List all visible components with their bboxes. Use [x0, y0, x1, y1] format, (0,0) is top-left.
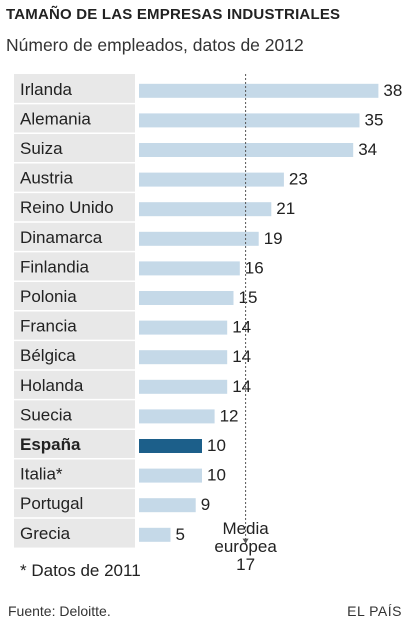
bar: [139, 261, 240, 276]
bar: [139, 83, 379, 98]
brand-logo: EL PAÍS: [347, 603, 402, 619]
bar: [139, 113, 360, 128]
category-label: Holanda: [20, 376, 84, 395]
data-label: 23: [289, 170, 308, 189]
bar: [139, 320, 228, 335]
source-note: Fuente: Deloitte.: [8, 603, 111, 619]
bar: [139, 409, 215, 424]
data-label: 35: [365, 110, 384, 129]
category-label: Suecia: [20, 405, 73, 424]
category-label: Bélgica: [20, 346, 76, 365]
footnote: * Datos de 2011: [20, 561, 141, 580]
category-label: Alemania: [20, 109, 91, 128]
data-label: 16: [245, 258, 264, 277]
category-label: Portugal: [20, 494, 83, 513]
category-label: Finlandia: [20, 257, 90, 276]
reference-label: europea: [214, 537, 277, 556]
data-label: 14: [232, 347, 251, 366]
data-label: 14: [232, 377, 251, 396]
data-label: 9: [201, 495, 210, 514]
bar: [139, 439, 202, 453]
category-label: Irlanda: [20, 80, 73, 99]
reference-arrow: [242, 538, 249, 544]
bar: [139, 379, 228, 394]
bar: [139, 172, 284, 187]
category-label: Dinamarca: [20, 228, 103, 247]
data-label: 38: [383, 81, 402, 100]
category-label: Francia: [20, 317, 77, 336]
bar: [139, 291, 234, 305]
category-label: Suiza: [20, 139, 63, 158]
data-label: 15: [239, 288, 258, 307]
category-label: España: [20, 435, 81, 454]
bar: [139, 468, 202, 483]
data-label: 5: [176, 525, 185, 544]
reference-label: Media: [222, 519, 269, 538]
chart-subtitle: Número de empleados, datos de 2012: [6, 35, 304, 55]
data-label: 34: [358, 140, 377, 159]
bar: [139, 498, 196, 513]
bar: [139, 231, 259, 246]
data-label: 12: [220, 406, 239, 425]
data-label: 21: [276, 199, 295, 218]
chart-title: TAMAÑO DE LAS EMPRESAS INDUSTRIALES: [6, 6, 341, 23]
category-label: Polonia: [20, 287, 77, 306]
category-label: Reino Unido: [20, 198, 114, 217]
reference-label: 17: [236, 555, 255, 574]
data-label: 14: [232, 318, 251, 337]
category-label: Austria: [20, 169, 73, 188]
data-label: 10: [207, 436, 226, 455]
category-label: Italia*: [20, 465, 63, 484]
data-label: 10: [207, 466, 226, 485]
bar: [139, 202, 272, 217]
bar: [139, 350, 228, 365]
category-label: Grecia: [20, 524, 71, 543]
data-label: 19: [264, 229, 283, 248]
bar: [139, 527, 171, 542]
